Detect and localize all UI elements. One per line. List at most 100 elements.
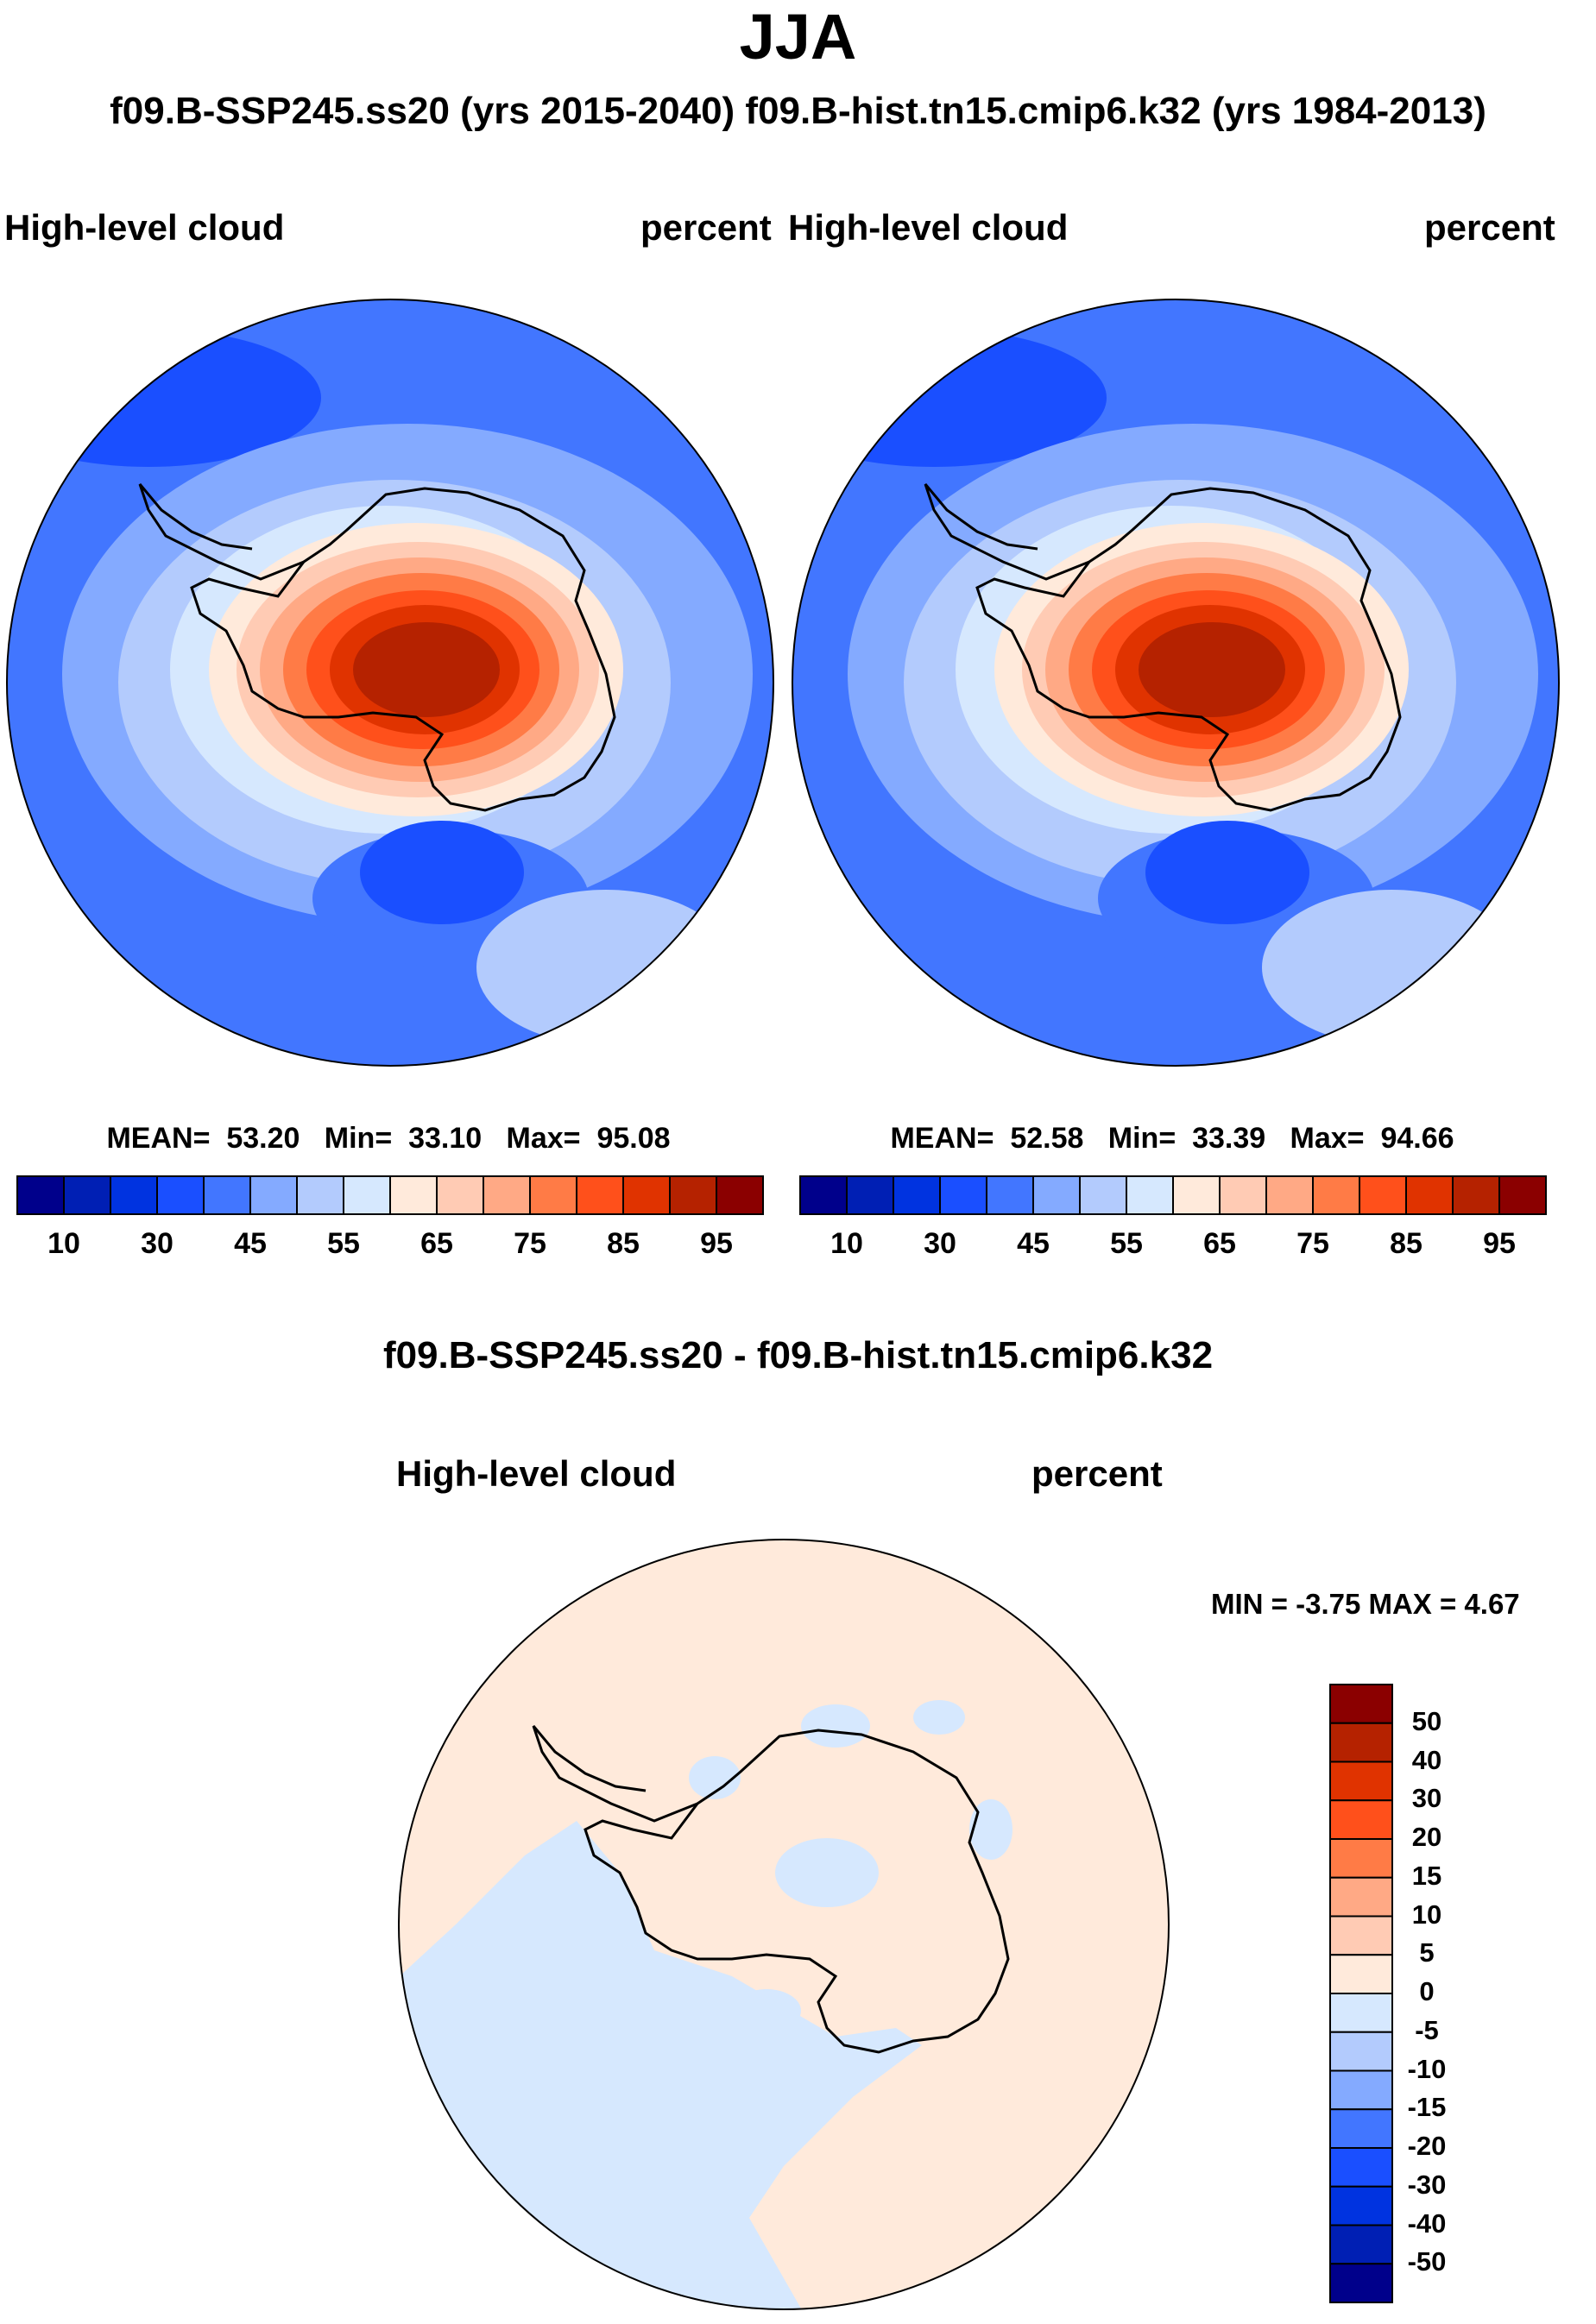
colorbar-tick-label: -15	[1407, 2092, 1447, 2123]
panel1-units-label: percent	[640, 207, 772, 248]
contour-fill	[801, 1704, 870, 1748]
colorbar-tick-label: -40	[1407, 2207, 1447, 2239]
difference-map	[398, 1539, 1170, 2310]
colorbar-tick-label: 45	[1017, 1227, 1050, 1260]
colorbar-box	[296, 1175, 344, 1215]
colorbar-tick-label: 15	[1411, 1860, 1442, 1891]
panel2-colorbar	[799, 1175, 1547, 1215]
map-border	[792, 299, 1560, 1067]
colorbar-tick-label: 85	[607, 1227, 640, 1260]
contour-fill	[689, 1756, 741, 1799]
panel1-map	[6, 299, 774, 1067]
colorbar-box	[1329, 2224, 1393, 2265]
min-value: 33.39	[1192, 1122, 1266, 1155]
colorbar-box	[1329, 2031, 1393, 2072]
colorbar-tick-label: -5	[1415, 2014, 1439, 2045]
max-value: 94.66	[1380, 1122, 1454, 1155]
coastline	[975, 487, 1402, 812]
colorbar-box	[893, 1175, 941, 1215]
mean-label: MEAN=	[106, 1122, 211, 1155]
colorbar-box	[1329, 1684, 1393, 1724]
colorbar-tick-label: -50	[1407, 2246, 1447, 2277]
colorbar-box	[1359, 1175, 1407, 1215]
colorbar-box	[1329, 1799, 1393, 1840]
colorbar-box	[156, 1175, 205, 1215]
colorbar-tick-label: 65	[420, 1227, 453, 1260]
colorbar-tick-label: 75	[1296, 1227, 1329, 1260]
panel2-stats: MEAN= 52.58 Min= 33.39 Max= 94.66	[792, 1122, 1552, 1156]
colorbar-box	[1032, 1175, 1081, 1215]
colorbar-tick-label: 30	[1411, 1783, 1442, 1814]
colorbar-box	[846, 1175, 894, 1215]
difference-colorbar	[1329, 1684, 1393, 2303]
colorbar-tick-label: 30	[141, 1227, 173, 1260]
panel2-units-label: percent	[1424, 207, 1555, 248]
colorbar-box	[716, 1175, 764, 1215]
colorbar-box	[939, 1175, 987, 1215]
contour-fill	[1145, 821, 1309, 924]
colorbar-box	[1329, 1838, 1393, 1879]
max-label: Max=	[1290, 1122, 1365, 1155]
colorbar-box	[1079, 1175, 1127, 1215]
colorbar-tick-label: 95	[700, 1227, 733, 1260]
colorbar-box	[203, 1175, 251, 1215]
contour-fill	[400, 1821, 922, 2308]
colorbar-box	[1265, 1175, 1314, 1215]
colorbar-box	[1405, 1175, 1454, 1215]
colorbar-box	[1329, 1722, 1393, 1763]
contour-fill	[775, 1838, 879, 1907]
coastline	[584, 1729, 1010, 2054]
contour-fill	[1139, 622, 1285, 717]
colorbar-box	[1452, 1175, 1500, 1215]
colorbar-box	[1126, 1175, 1174, 1215]
colorbar-box	[1329, 1915, 1393, 1956]
colorbar-box	[1312, 1175, 1360, 1215]
colorbar-tick-label: -30	[1407, 2169, 1447, 2200]
max-value: 95.08	[596, 1122, 671, 1155]
colorbar-tick-label: 0	[1419, 1976, 1435, 2006]
contour-layer	[399, 1540, 1169, 2309]
colorbar-box	[436, 1175, 484, 1215]
coastline	[138, 483, 305, 581]
colorbar-box	[1329, 2147, 1393, 2188]
colorbar-box	[389, 1175, 438, 1215]
colorbar-box	[576, 1175, 624, 1215]
colorbar-box	[1329, 2185, 1393, 2226]
difference-min-max: MIN = -3.75 MAX = 4.67	[1211, 1588, 1520, 1620]
colorbar-tick-label: 75	[514, 1227, 546, 1260]
colorbar-tick-label: 65	[1203, 1227, 1236, 1260]
colorbar-tick-label: 55	[1110, 1227, 1143, 1260]
coastline	[190, 487, 616, 812]
colorbar-tick-label: 45	[234, 1227, 267, 1260]
colorbar-tick-label: 10	[47, 1227, 80, 1260]
difference-units-label: percent	[1031, 1453, 1163, 1494]
max-label: Max=	[506, 1122, 581, 1155]
colorbar-tick-label: 85	[1390, 1227, 1423, 1260]
panel2-variable-label: High-level cloud	[788, 207, 1069, 248]
coastline	[924, 483, 1090, 581]
panel1-colorbar	[16, 1175, 764, 1215]
colorbar-box	[249, 1175, 298, 1215]
mean-label: MEAN=	[890, 1122, 994, 1155]
colorbar-box	[1329, 1993, 1393, 2033]
colorbar-box	[63, 1175, 111, 1215]
colorbar-box	[16, 1175, 65, 1215]
colorbar-tick-label: 5	[1419, 1937, 1435, 1968]
panel1-stats: MEAN= 53.20 Min= 33.10 Max= 95.08	[9, 1122, 768, 1156]
contour-layer	[792, 299, 1559, 1066]
colorbar-box	[669, 1175, 717, 1215]
colorbar-box	[622, 1175, 671, 1215]
colorbar-box	[483, 1175, 531, 1215]
colorbar-box	[529, 1175, 577, 1215]
colorbar-box	[1329, 1760, 1393, 1802]
colorbar-box	[1498, 1175, 1547, 1215]
colorbar-tick-label: 40	[1411, 1744, 1442, 1775]
map-content	[398, 1539, 1170, 2310]
difference-colorbar-ticks: 50 40 30 20 15 10 5 0 -5 -10 -15 -20 -30 -40 -50	[1403, 1685, 1472, 2302]
contour-layer	[7, 299, 773, 1066]
contour-fill	[732, 1989, 801, 2032]
min-label: Min=	[1107, 1122, 1176, 1155]
map-content	[792, 299, 1560, 1067]
subtitle: f09.B-SSP245.ss20 (yrs 2015-2040) f09.B-…	[110, 90, 1486, 132]
difference-title: f09.B-SSP245.ss20 - f09.B-hist.tn15.cmip…	[382, 1334, 1214, 1376]
